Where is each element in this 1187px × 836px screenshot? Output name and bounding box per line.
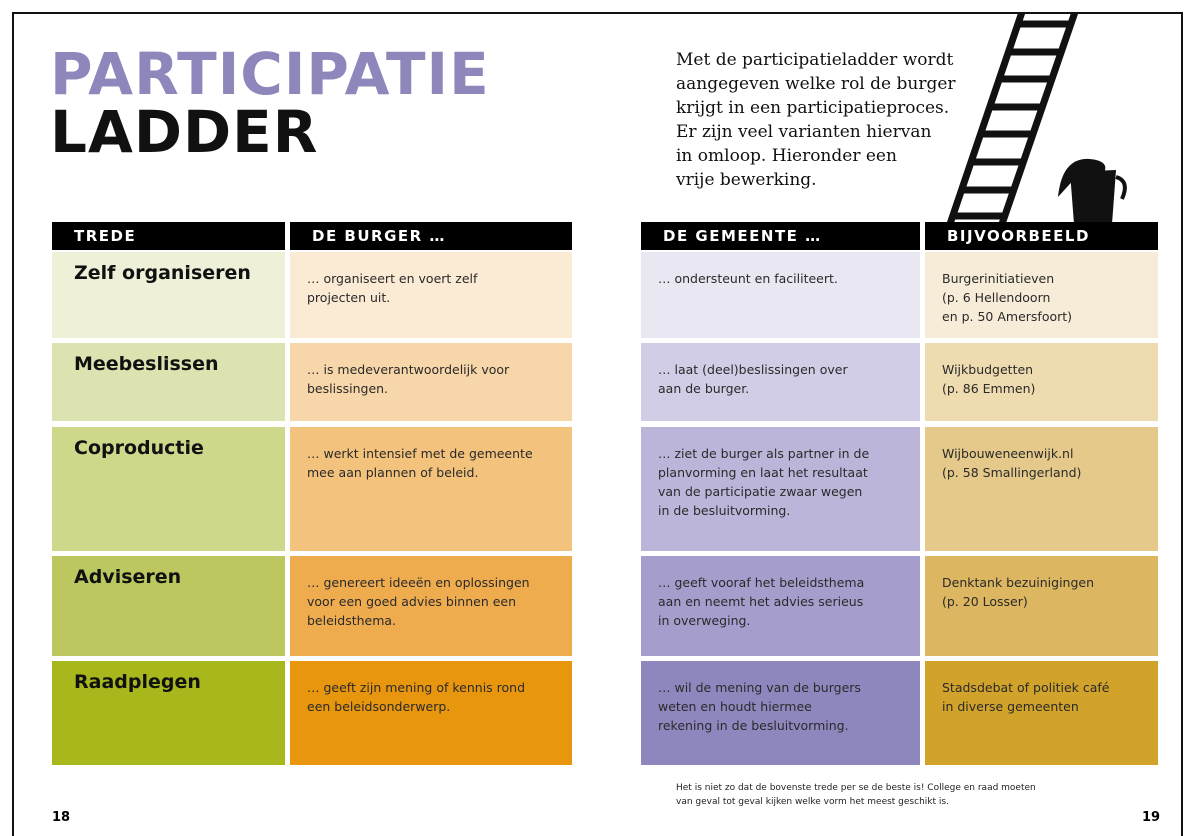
trede-cell: Adviseren — [52, 556, 285, 656]
intro-line: vrije bewerking. — [676, 170, 817, 190]
cell-line: … ondersteunt en faciliteert. — [658, 271, 838, 286]
cell-line: mee aan plannen of beleid. — [307, 465, 479, 480]
trede-cell: Coproductie — [52, 427, 285, 551]
page-number: 19 — [1142, 810, 1161, 825]
burger-cell: … organiseert en voert zelf projecten uit… — [290, 252, 572, 338]
intro-line: Met de participatieladder wordt — [676, 50, 954, 70]
cell-line: (p. 6 Hellendoorn — [942, 290, 1051, 305]
gemeente-cell: … ondersteunt en faciliteert. — [641, 252, 920, 338]
column-header: BIJVOORBEELD — [925, 222, 1158, 250]
cell-line: … wil de mening van de burgers — [658, 680, 861, 695]
ladder-illustration — [946, 12, 1127, 224]
column-header: DE BURGER … — [290, 222, 572, 250]
cell-line: aan en neemt het advies serieus — [658, 594, 864, 609]
cell-line: aan de burger. — [658, 381, 750, 396]
frame — [12, 12, 1183, 836]
voorbeeld-cell: Stadsdebat of politiek café in diverse ge… — [925, 661, 1158, 765]
cell-line: in diverse gemeenten — [942, 699, 1079, 714]
cell-line: … is medeverantwoordelijk voor — [307, 362, 510, 377]
trede-cell: Meebeslissen — [52, 343, 285, 421]
cell-line: weten en houdt hiermee — [658, 699, 812, 714]
cell-line: projecten uit. — [307, 290, 391, 305]
gemeente-cell: … ziet de burger als partner in de planvo… — [641, 427, 920, 551]
trede-cell: Zelf organiseren — [52, 252, 285, 338]
voorbeeld-cell: Denktank bezuinigingen (p. 20 Losser) — [925, 556, 1158, 656]
cell-line: … genereert ideeën en oplossingen — [307, 575, 530, 590]
page-number: 18 — [52, 810, 71, 825]
cell-line: Burgerinitiatieven — [942, 271, 1055, 286]
cell-line: … laat (deel)beslissingen over — [658, 362, 848, 377]
gemeente-cell: … wil de mening van de burgers weten en h… — [641, 661, 920, 765]
cell-line: in overweging. — [658, 613, 751, 628]
cell-line: … ziet de burger als partner in de — [658, 446, 870, 461]
column-header: DE GEMEENTE … — [641, 222, 920, 250]
burger-cell: … genereert ideeën en oplossingen voor ee… — [290, 556, 572, 656]
cell-line: Wijkbudgetten — [942, 362, 1034, 377]
gemeente-cell: … laat (deel)beslissingen over aan de bur… — [641, 343, 920, 421]
cell-line: Stadsdebat of politiek café — [942, 680, 1110, 695]
footnote-line: Het is niet zo dat de bovenste trede per… — [676, 783, 1036, 793]
cell-line: beslissingen. — [307, 381, 389, 396]
cell-line: … geeft vooraf het beleidsthema — [658, 575, 865, 590]
burger-cell: … is medeverantwoordelijk voor beslissing… — [290, 343, 572, 421]
cell-line: voor een goed advies binnen een — [307, 594, 517, 609]
cell-line: Wijbouweneenwijk.nl — [942, 446, 1074, 461]
cell-line: rekening in de besluitvorming. — [658, 718, 849, 733]
cell-line: … werkt intensief met de gemeente — [307, 446, 533, 461]
intro-line: in omloop. Hieronder een — [676, 146, 897, 166]
voorbeeld-cell: Burgerinitiatieven (p. 6 Hellendoorn en p.… — [925, 252, 1158, 338]
cell-line: beleidsthema. — [307, 613, 397, 628]
footnote: Het is niet zo dat de bovenste trede per… — [676, 781, 1036, 809]
cell-line: (p. 58 Smallingerland) — [942, 465, 1082, 480]
voorbeeld-cell: Wijkbudgetten (p. 86 Emmen) — [925, 343, 1158, 421]
intro-line: Er zijn veel varianten hiervan — [676, 122, 932, 142]
cell-line: … geeft zijn mening of kennis rond — [307, 680, 526, 695]
gemeente-cell: … geeft vooraf het beleidsthema aan en ne… — [641, 556, 920, 656]
intro-line: aangegeven welke rol de burger — [676, 74, 956, 94]
cell-line: planvorming en laat het resultaat — [658, 465, 868, 480]
title-line1: PARTICIPATIE — [50, 40, 490, 108]
cell-line: … organiseert en voert zelf — [307, 271, 478, 286]
intro: Met de participatieladder wordt aangegeve… — [676, 48, 956, 192]
burger-cell: … werkt intensief met de gemeente mee aan… — [290, 427, 572, 551]
voorbeeld-cell: Wijbouweneenwijk.nl (p. 58 Smallingerland… — [925, 427, 1158, 551]
cell-line: Denktank bezuinigingen — [942, 575, 1095, 590]
footnote-line: van geval tot geval kijken welke vorm he… — [676, 797, 949, 807]
trede-cell: Raadplegen — [52, 661, 285, 765]
cell-line: (p. 20 Losser) — [942, 594, 1028, 609]
cell-line: in de besluitvorming. — [658, 503, 791, 518]
cell-line: (p. 86 Emmen) — [942, 381, 1036, 396]
cell-line: en p. 50 Amersfoort) — [942, 309, 1073, 324]
cell-line: een beleidsonderwerp. — [307, 699, 451, 714]
burger-cell: … geeft zijn mening of kennis rond een be… — [290, 661, 572, 765]
title-line2: LADDER — [50, 98, 319, 166]
column-header: TREDE — [52, 222, 285, 250]
intro-line: krijgt in een participatieproces. — [676, 98, 950, 118]
cell-line: van de participatie zwaar wegen — [658, 484, 863, 499]
